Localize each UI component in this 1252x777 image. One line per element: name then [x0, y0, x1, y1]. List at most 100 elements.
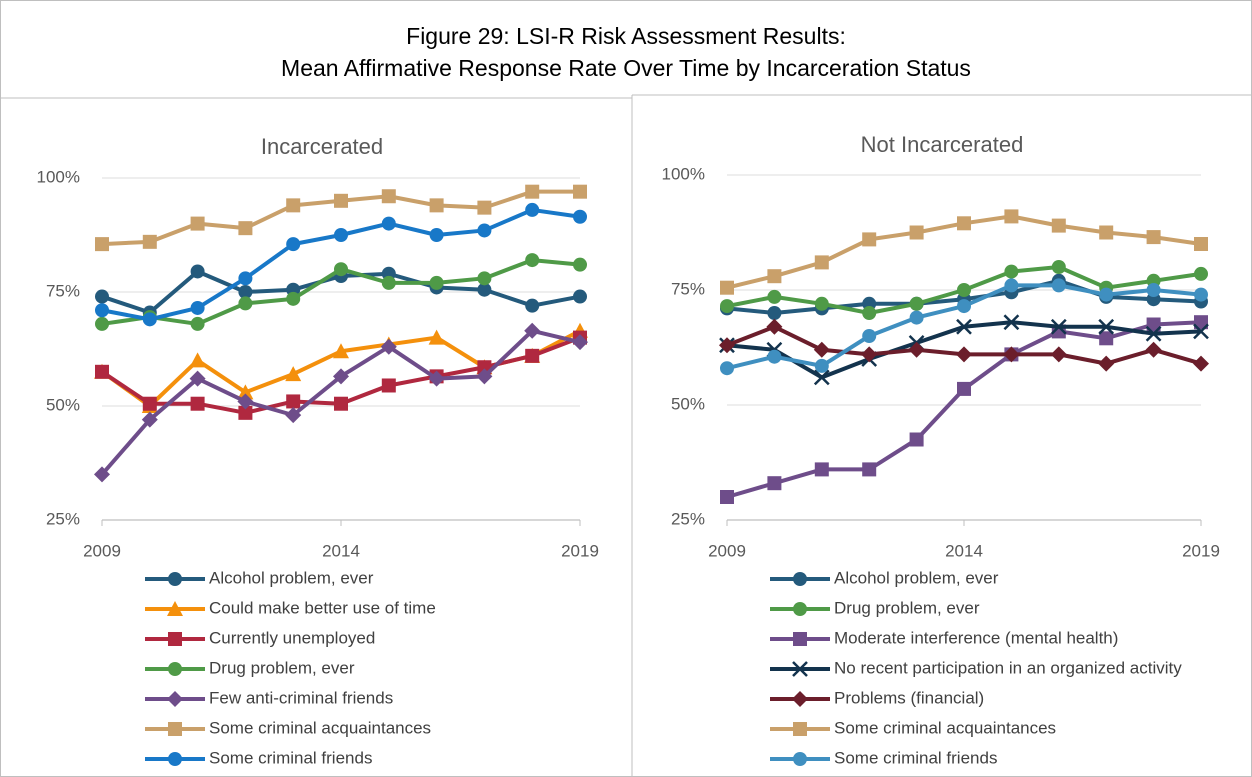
marker — [334, 228, 348, 242]
marker — [956, 318, 972, 335]
y-tick-label: 25% — [46, 509, 80, 528]
marker — [429, 228, 444, 242]
marker — [168, 662, 182, 676]
marker — [862, 306, 877, 320]
marker — [286, 237, 301, 252]
marker — [573, 289, 587, 304]
marker — [429, 198, 444, 213]
marker — [767, 349, 782, 364]
marker — [238, 221, 253, 236]
marker — [1146, 230, 1161, 245]
marker — [142, 312, 157, 327]
marker — [766, 318, 783, 335]
marker — [1050, 318, 1067, 335]
marker — [1051, 260, 1066, 274]
marker — [333, 343, 349, 359]
marker — [909, 225, 924, 240]
y-tick-label: 100% — [662, 164, 705, 183]
marker — [957, 283, 971, 297]
marker — [767, 476, 782, 491]
marker — [1098, 355, 1115, 372]
y-tick-label: 75% — [46, 281, 80, 300]
marker — [720, 490, 734, 504]
marker — [286, 198, 301, 213]
marker — [862, 462, 877, 477]
marker — [908, 341, 925, 358]
x-tick-label: 2019 — [1182, 541, 1220, 560]
marker — [168, 632, 182, 646]
marker — [190, 396, 205, 411]
x-tick-label: 2014 — [945, 541, 983, 560]
marker — [1099, 331, 1114, 346]
marker — [814, 462, 829, 477]
marker — [1099, 225, 1114, 240]
marker — [190, 300, 205, 315]
marker — [1146, 317, 1161, 332]
marker — [956, 346, 972, 363]
marker — [94, 466, 110, 483]
marker — [167, 601, 183, 616]
panel-title: Not Incarcerated — [861, 132, 1024, 157]
marker — [1098, 318, 1115, 335]
marker — [861, 346, 878, 363]
marker — [477, 271, 492, 286]
marker — [189, 370, 206, 387]
legend-label: Problems (financial) — [834, 688, 984, 707]
marker — [814, 255, 829, 270]
marker — [1003, 346, 1020, 363]
marker — [813, 341, 830, 358]
marker — [525, 184, 540, 199]
marker — [957, 299, 971, 314]
marker — [1051, 218, 1066, 233]
marker — [381, 189, 396, 204]
legend-label: Alcohol problem, ever — [209, 568, 374, 587]
marker — [1145, 325, 1162, 342]
marker — [909, 310, 924, 325]
marker — [767, 269, 782, 284]
marker — [1193, 323, 1209, 340]
marker — [909, 432, 924, 447]
marker — [477, 223, 492, 238]
panel-title: Incarcerated — [261, 134, 383, 159]
marker — [286, 394, 301, 409]
marker — [793, 572, 807, 586]
marker — [1003, 314, 1020, 331]
marker — [380, 338, 397, 355]
legend-label: Some criminal friends — [209, 748, 372, 767]
marker — [1146, 283, 1161, 297]
marker — [334, 396, 348, 411]
legend-label: Drug problem, ever — [834, 598, 980, 617]
marker — [285, 366, 302, 382]
marker — [793, 722, 807, 736]
legend-label: Few anti-criminal friends — [209, 688, 393, 707]
marker — [862, 232, 877, 247]
marker — [957, 216, 971, 231]
marker — [720, 299, 734, 314]
marker — [381, 216, 396, 231]
marker — [237, 384, 254, 400]
legend-label: Currently unemployed — [209, 628, 375, 647]
marker — [142, 396, 157, 411]
marker — [1194, 315, 1208, 330]
marker — [524, 322, 541, 339]
legend-label: Some criminal friends — [834, 748, 997, 767]
marker — [190, 216, 205, 231]
marker — [237, 393, 254, 410]
marker — [793, 632, 807, 646]
marker — [720, 361, 734, 376]
marker — [334, 262, 348, 277]
marker — [238, 271, 253, 286]
marker — [525, 202, 540, 217]
marker — [792, 691, 808, 707]
y-tick-label: 25% — [671, 509, 705, 528]
marker — [767, 289, 782, 304]
marker — [525, 298, 540, 313]
marker — [95, 289, 109, 304]
marker — [572, 334, 588, 351]
marker — [793, 602, 807, 616]
legend-label: No recent participation in an organized … — [834, 658, 1182, 677]
x-tick-label: 2014 — [322, 541, 360, 560]
marker — [1004, 209, 1019, 224]
x-tick-label: 2009 — [83, 541, 121, 560]
